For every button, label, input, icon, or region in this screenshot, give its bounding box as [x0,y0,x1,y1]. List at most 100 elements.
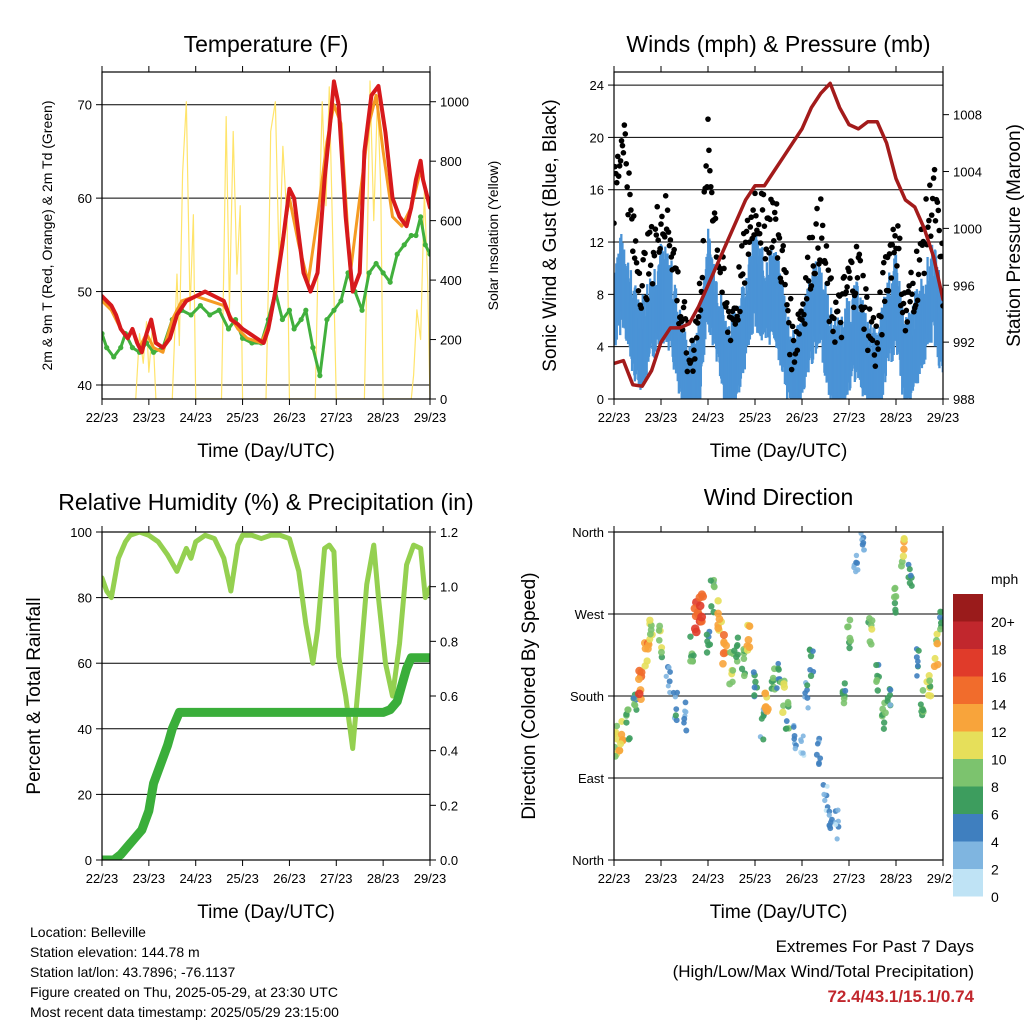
gust-point [825,267,832,273]
gust-point [666,242,673,249]
gust-point [753,212,759,219]
gust-point [874,340,880,346]
direction-point [672,694,678,700]
direction-point [906,566,913,573]
y-tick-label: West [575,607,605,622]
gust-point [636,270,643,277]
x-tick-label: 25/23 [226,410,259,425]
gust-point [748,214,755,221]
y-tick-label: South [570,689,604,704]
colorbar-swatch [953,786,983,814]
y-axis-label: 2m & 9m T (Red, Orange) & 2m Td (Green) [39,101,55,371]
gust-point [935,207,942,214]
y-tick-label: 0 [597,392,604,407]
plot-area [614,81,943,399]
gust-point [870,314,877,321]
direction-point [647,626,655,634]
gust-point [689,337,695,344]
gust-point [628,207,634,213]
y2-tick-label: 200 [440,333,462,348]
chart-title: Temperature (F) [184,31,349,57]
gust-point [939,240,943,247]
direction-point [798,737,804,743]
gust-point [737,308,743,315]
gust-point [800,301,806,307]
y2-tick-label: 400 [440,273,462,288]
gust-point [879,331,885,338]
direction-point [708,603,715,610]
gust-point [791,359,798,365]
colorbar-label: 6 [991,806,999,822]
gust-point [869,337,876,344]
y-tick-label: 20 [590,130,604,145]
gust-point [614,220,617,227]
direction-point [866,615,873,622]
colorbar-label: 10 [991,751,1007,767]
direction-point [719,649,728,658]
gust-point [743,228,750,235]
x-tick-label: 26/23 [786,871,819,886]
gust-point [837,319,844,326]
gust-point [719,289,725,296]
direction-point [751,684,758,691]
direction-point [854,560,861,566]
chart-rh_precip: Relative Humidity (%) & Precipitation (i… [24,489,474,923]
plot-area [102,79,430,399]
direction-point [731,647,738,654]
gust-point [622,131,629,137]
direction-point [774,685,780,691]
colorbar-label: 14 [991,696,1007,712]
direction-point [760,736,767,743]
gust-point [706,147,712,154]
direction-point [861,547,867,553]
direction-point [846,616,854,624]
gust-point [750,207,756,213]
gust-point [708,183,714,190]
direction-point [687,633,694,640]
gust-point [856,251,863,258]
gust-point [632,238,639,244]
y2-tick-label: 0 [440,392,447,407]
gust-point [662,192,669,199]
gust-point [913,248,920,255]
gust-point [680,304,687,311]
gust-point [620,150,627,156]
gust-point [700,237,707,244]
direction-point [891,599,899,607]
direction-point [630,695,637,701]
gust-point [828,275,834,281]
direction-point [887,702,894,708]
gust-point [818,196,824,202]
gust-point [616,163,623,169]
gust-point [788,366,795,373]
x-tick-label: 29/23 [414,410,447,425]
direction-point [658,648,665,656]
y2-tick-label: 988 [953,392,975,407]
direction-point [800,733,806,739]
gust-point [850,304,857,311]
station-info: Location: Belleville Station elevation: … [30,922,339,1022]
direction-point [635,666,644,676]
gust-point [649,280,656,287]
colorbar-swatch [953,841,983,869]
x-tick-label: 28/23 [880,871,913,886]
colorbar-unit: mph [991,571,1018,587]
colorbar-label: 20+ [991,614,1015,630]
direction-point [703,631,710,638]
gust-point [615,173,622,179]
gust-point [886,251,893,257]
chart-temperature: Temperature (F) 40 50 60 70 0 200 400 600 800 1000… [39,31,501,462]
gust-point [782,281,788,288]
gust-point [614,179,620,186]
direction-point [667,669,673,675]
gust-point [759,207,766,213]
direction-point [898,562,905,570]
direction-point [745,622,754,630]
gust-point [661,234,668,240]
y2-tick-label: 1004 [953,165,982,180]
gust-point [684,368,691,375]
gust-point [832,339,838,345]
direction-point [855,567,861,573]
gust-point [741,280,748,286]
